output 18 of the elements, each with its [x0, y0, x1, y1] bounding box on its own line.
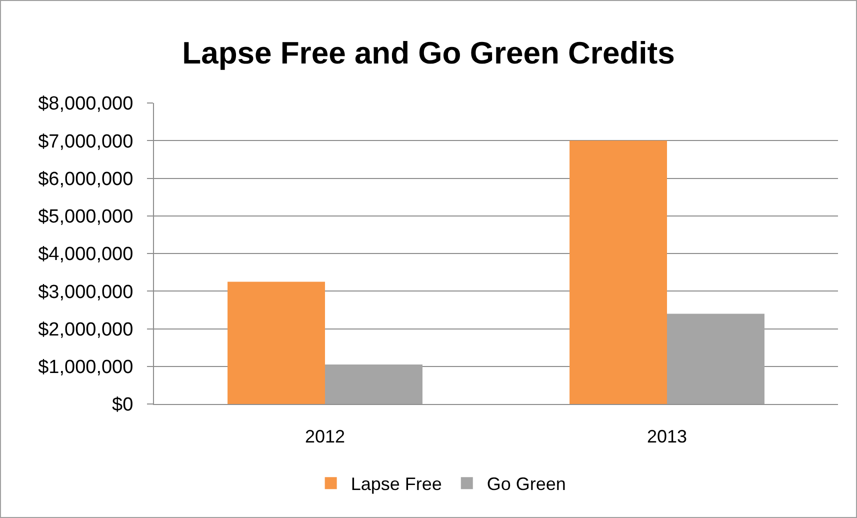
bar	[325, 364, 422, 404]
bar	[228, 282, 325, 404]
legend-label: Lapse Free	[350, 474, 442, 494]
y-tick-label: $2,000,000	[38, 319, 134, 340]
y-tick-label: $3,000,000	[38, 282, 134, 303]
bar	[570, 140, 667, 404]
y-tick-label: $5,000,000	[38, 206, 134, 228]
y-tick-label: $6,000,000	[38, 168, 134, 190]
y-tick-label: $8,000,000	[38, 94, 134, 115]
x-tick-label: 2012	[304, 426, 346, 447]
bar	[667, 314, 764, 404]
y-tick-label: $0	[112, 394, 134, 416]
x-tick-label: 2013	[646, 426, 688, 447]
y-tick-label: $1,000,000	[38, 357, 134, 378]
y-tick-label: $7,000,000	[38, 131, 134, 152]
chart-title: Lapse Free and Go Green Credits	[182, 35, 675, 70]
y-tick-label: $4,000,000	[38, 244, 134, 266]
legend-label: Go Green	[486, 474, 566, 494]
